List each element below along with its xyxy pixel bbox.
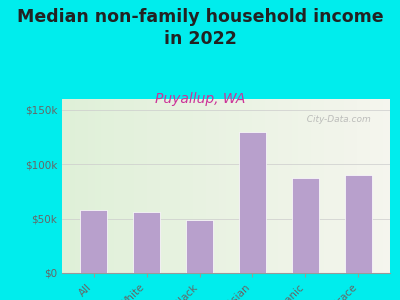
Bar [154,99,160,273]
Bar [292,178,319,273]
Bar [311,99,318,273]
Bar [239,132,266,273]
Bar [357,99,364,273]
Bar [331,99,338,273]
Bar [167,99,174,273]
Bar [114,99,121,273]
Bar [95,99,101,273]
Bar [62,99,68,273]
Bar [246,99,252,273]
Bar [134,99,141,273]
Bar [101,99,108,273]
Bar [351,99,357,273]
Bar [338,99,344,273]
Bar [292,99,298,273]
Bar [324,99,331,273]
Bar [128,99,134,273]
Bar [318,99,324,273]
Bar [133,212,160,273]
Bar [68,99,75,273]
Bar [384,99,390,273]
Bar [108,99,114,273]
Bar [344,175,372,273]
Bar [305,99,311,273]
Bar [364,99,370,273]
Text: City-Data.com: City-Data.com [302,116,371,124]
Bar [206,99,213,273]
Bar [265,99,272,273]
Text: Puyallup, WA: Puyallup, WA [155,92,245,106]
Bar [147,99,154,273]
Bar [88,99,95,273]
Bar [252,99,259,273]
Bar [80,210,108,273]
Bar [141,99,147,273]
Bar [285,99,292,273]
Bar [200,99,206,273]
Bar [377,99,384,273]
Bar [226,99,232,273]
Bar [186,220,213,273]
Bar [160,99,167,273]
Bar [370,99,377,273]
Bar [259,99,265,273]
Bar [187,99,193,273]
Bar [278,99,285,273]
Bar [344,99,351,273]
Bar [239,99,246,273]
Bar [232,99,239,273]
Bar [82,99,88,273]
Text: Median non-family household income
in 2022: Median non-family household income in 20… [17,8,383,48]
Bar [75,99,82,273]
Bar [180,99,187,273]
Bar [298,99,305,273]
Bar [121,99,128,273]
Bar [174,99,180,273]
Bar [193,99,200,273]
Bar [220,99,226,273]
Bar [213,99,220,273]
Bar [272,99,278,273]
